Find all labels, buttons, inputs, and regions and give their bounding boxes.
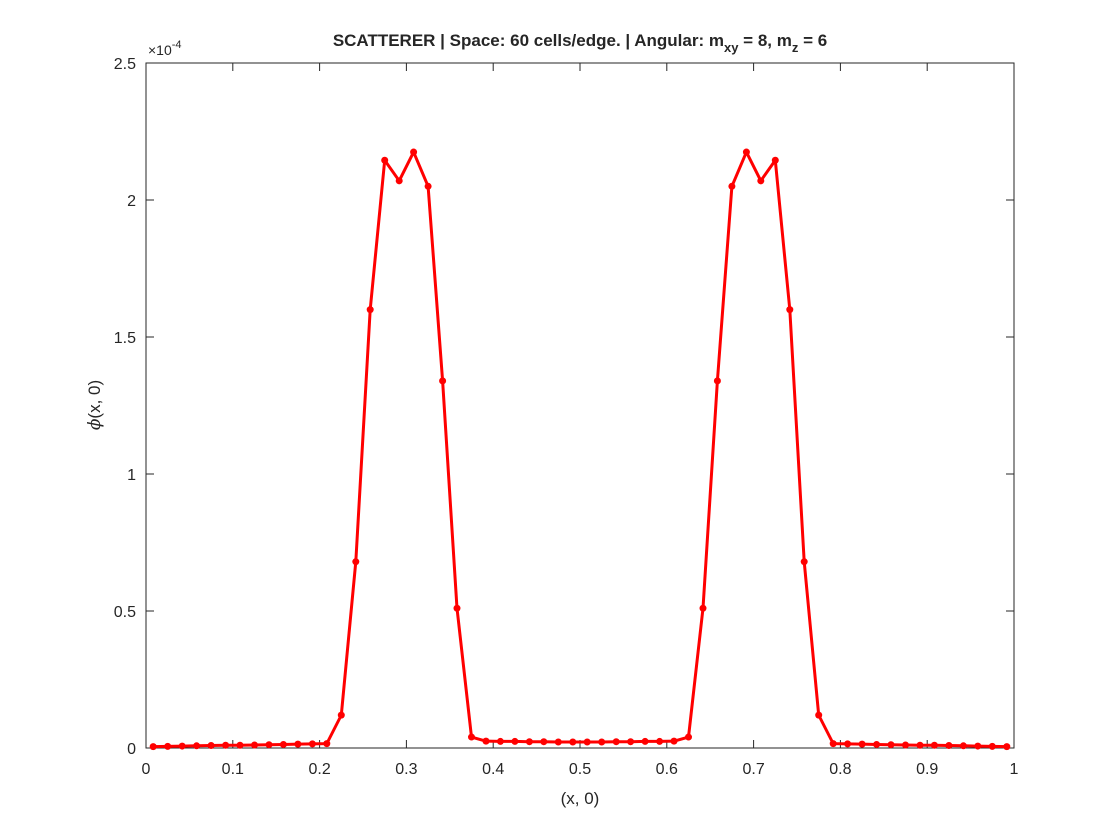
series-layer: [149, 148, 1011, 751]
data-point: [468, 733, 475, 741]
data-point: [742, 148, 750, 156]
x-tick-label: 0.3: [395, 761, 417, 778]
data-point: [164, 742, 172, 750]
data-point: [916, 741, 924, 749]
data-point: [858, 740, 866, 748]
data-point: [829, 740, 837, 748]
data-point: [771, 156, 779, 164]
data-point: [482, 737, 490, 745]
data-point: [149, 743, 157, 751]
data-point: [713, 377, 721, 385]
data-point: [974, 742, 982, 750]
data-point: [410, 148, 418, 156]
data-point: [844, 740, 852, 748]
data-point: [930, 741, 938, 749]
x-tick-label: 0.8: [829, 761, 851, 778]
x-axis-label: (x, 0): [561, 789, 600, 808]
data-point: [251, 741, 258, 749]
y-axis-label: ϕ(x, 0): [85, 380, 105, 430]
y-axis-ticks: 0 0.5 1 1.5 2 2.5: [114, 56, 1014, 758]
data-point: [308, 740, 316, 748]
data-point: [699, 604, 707, 612]
data-point: [641, 737, 649, 745]
data-point: [786, 306, 794, 314]
data-point: [352, 558, 360, 566]
y-tick-label: 1: [127, 467, 136, 484]
x-tick-label: 0.1: [222, 761, 244, 778]
chart-title: SCATTERER | Space: 60 cells/edge. | Angu…: [333, 31, 827, 55]
data-point: [988, 742, 996, 750]
y-tick-label: 0: [127, 741, 136, 758]
data-point: [424, 182, 432, 190]
data-point: [439, 377, 447, 385]
data-point: [627, 738, 635, 746]
data-point: [323, 740, 331, 748]
data-point: [728, 182, 736, 190]
data-point: [525, 738, 533, 746]
y-tick-label: 0.5: [114, 604, 136, 621]
data-point: [598, 738, 606, 746]
data-point: [453, 604, 461, 612]
data-point: [337, 711, 345, 719]
data-point: [902, 741, 909, 749]
data-point: [207, 742, 215, 750]
data-point: [236, 741, 244, 749]
plot-area: [145, 62, 1015, 749]
y-tick-label: 1.5: [114, 330, 136, 347]
x-tick-label: 0.2: [308, 761, 330, 778]
data-point: [887, 741, 895, 749]
data-point: [612, 738, 620, 746]
data-point: [1003, 743, 1011, 751]
data-point: [945, 742, 953, 750]
data-point: [511, 737, 519, 745]
data-point: [381, 156, 389, 164]
x-tick-label: 0.9: [916, 761, 938, 778]
x-tick-label: 0.4: [482, 761, 504, 778]
data-point: [540, 738, 548, 746]
data-point: [656, 737, 664, 745]
data-point: [757, 177, 765, 185]
x-tick-label: 0.6: [656, 761, 678, 778]
data-point: [959, 742, 967, 750]
data-point: [193, 742, 201, 750]
data-point: [554, 738, 562, 746]
y-tick-label: 2.5: [114, 56, 136, 73]
data-point: [569, 738, 577, 746]
x-tick-label: 0.7: [742, 761, 764, 778]
x-tick-label: 0: [142, 761, 151, 778]
data-point: [279, 740, 287, 748]
data-point: [873, 740, 881, 748]
data-point: [178, 742, 186, 750]
data-point: [222, 741, 230, 749]
data-point: [395, 177, 403, 185]
data-point: [685, 733, 692, 741]
data-point: [583, 738, 591, 746]
x-tick-label: 1: [1010, 761, 1019, 778]
data-point: [265, 741, 273, 749]
data-point: [366, 306, 374, 314]
x-axis-ticks: 0 0.1 0.2 0.3 0.4 0.5 0.6 0.7 0.8 0.9 1: [142, 63, 1019, 778]
data-point: [496, 737, 504, 745]
axes-box: [145, 62, 1015, 749]
y-axis-exponent: ×10-4: [148, 39, 182, 58]
x-tick-label: 0.5: [569, 761, 591, 778]
data-point: [294, 740, 302, 748]
data-point: [800, 558, 808, 566]
data-point: [815, 711, 823, 719]
y-tick-label: 2: [127, 193, 136, 210]
data-point: [670, 737, 678, 745]
